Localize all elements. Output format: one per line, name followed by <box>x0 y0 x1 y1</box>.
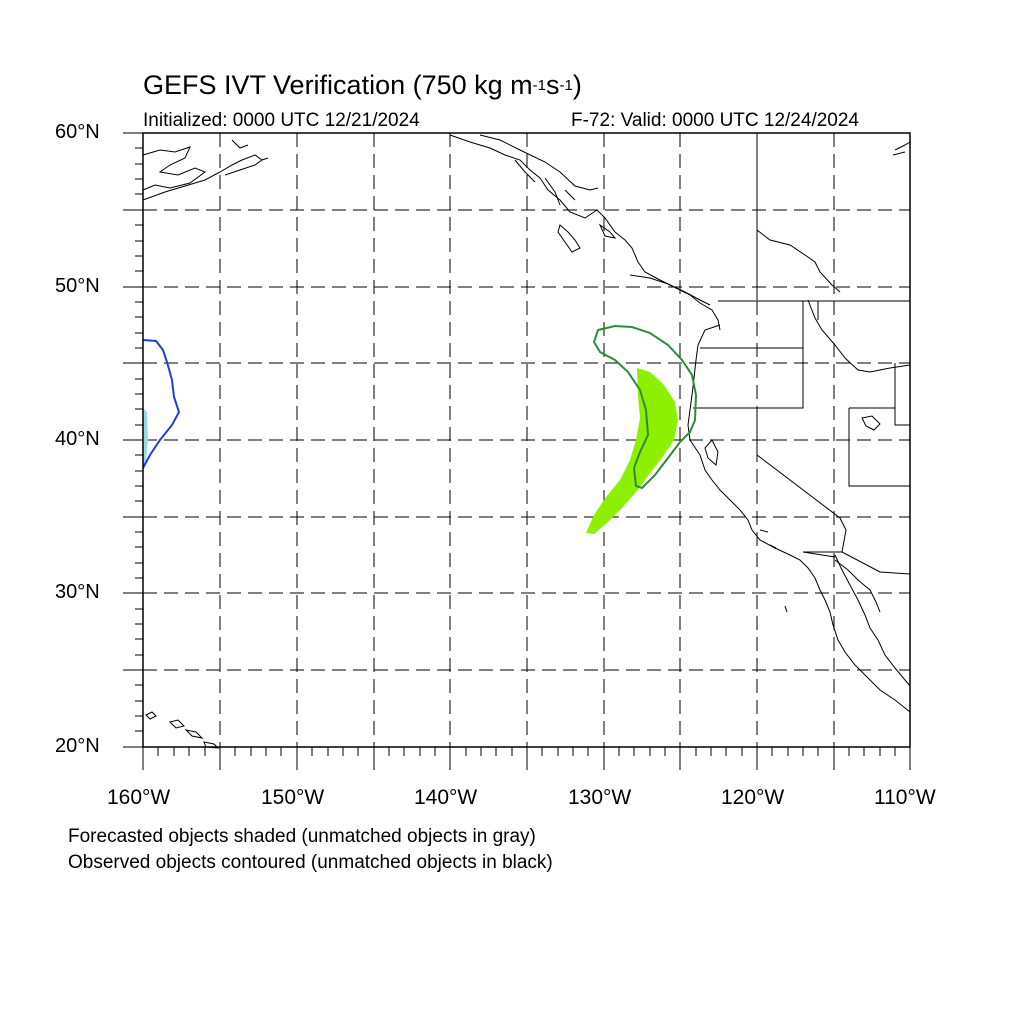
grid-lines <box>143 133 910 747</box>
map-title: GEFS IVT Verification (750 kg m-1s-1) <box>143 70 582 100</box>
coastlines <box>142 134 911 749</box>
valid-time-label: F-72: Valid: 0000 UTC 12/24/2024 <box>571 110 859 131</box>
initialized-label: Initialized: 0000 UTC 12/21/2024 <box>143 110 420 131</box>
lon-label-140w: 140°W <box>414 786 478 809</box>
lat-label-40n: 40°N <box>55 428 100 450</box>
lon-label-160w: 160°W <box>107 786 171 809</box>
forecast-object-west-edge <box>143 408 148 468</box>
lat-label-30n: 30°N <box>55 581 100 603</box>
tick-marks <box>123 132 911 770</box>
lon-label-130w: 130°W <box>568 786 632 809</box>
observed-note: Observed objects contoured (unmatched ob… <box>68 852 553 873</box>
lon-label-120w: 120°W <box>721 786 785 809</box>
observed-object-main <box>592 324 698 490</box>
forecast-object-main <box>586 368 678 534</box>
forecast-note: Forecasted objects shaded (unmatched obj… <box>68 826 536 847</box>
lat-label-60n: 60°N <box>55 121 100 143</box>
observed-object-west-edge <box>142 339 181 469</box>
lon-label-150w: 150°W <box>261 786 325 809</box>
lat-label-20n: 20°N <box>55 735 100 757</box>
lon-label-110w: 110°W <box>874 786 936 809</box>
lat-label-50n: 50°N <box>55 275 100 297</box>
political-boundaries <box>693 135 911 575</box>
